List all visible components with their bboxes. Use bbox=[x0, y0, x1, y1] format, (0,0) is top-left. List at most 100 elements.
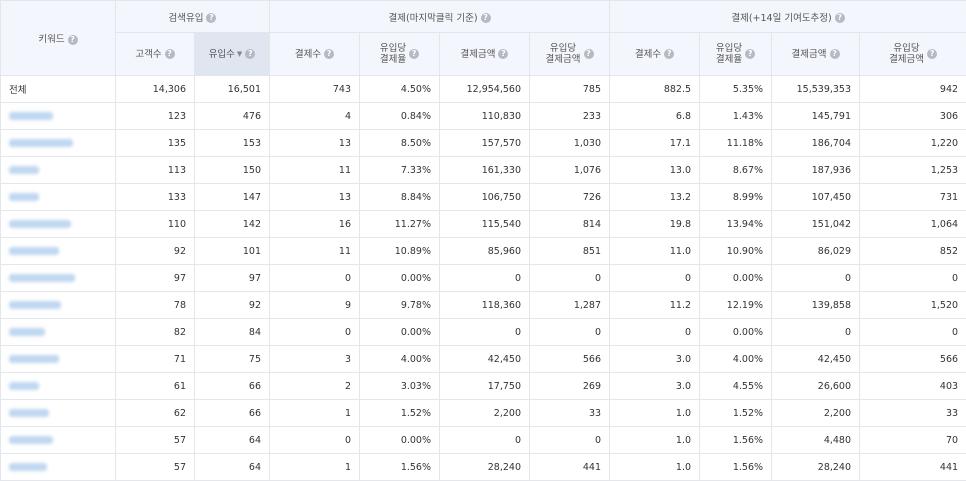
keyword-cell[interactable] bbox=[1, 454, 116, 481]
value-cell: 4.55% bbox=[700, 373, 772, 400]
value-cell: 9 bbox=[270, 292, 360, 319]
redacted-keyword[interactable] bbox=[9, 436, 53, 444]
redacted-keyword[interactable] bbox=[9, 274, 75, 282]
amount-column-header[interactable]: 결제금액? bbox=[440, 33, 530, 76]
conversion-rate-header-line1: 유입당 bbox=[380, 43, 406, 54]
amount-per-inflow-header-line2: 결제금액 bbox=[546, 54, 581, 65]
keyword-cell[interactable] bbox=[1, 157, 116, 184]
keyword-cell[interactable] bbox=[1, 130, 116, 157]
value-cell: 851 bbox=[530, 238, 610, 265]
value-cell: 1,030 bbox=[530, 130, 610, 157]
help-icon[interactable]: ? bbox=[835, 13, 845, 23]
keyword-cell[interactable] bbox=[1, 103, 116, 130]
redacted-keyword[interactable] bbox=[9, 463, 47, 471]
help-icon[interactable]: ? bbox=[68, 35, 78, 45]
value-cell: 1.0 bbox=[610, 400, 700, 427]
value-cell: 2 bbox=[270, 373, 360, 400]
payments-column-header[interactable]: 결제수? bbox=[270, 33, 360, 76]
contribution-group-header: 결제(+14일 기여도추정)? bbox=[610, 1, 966, 33]
value-cell: 97 bbox=[116, 265, 195, 292]
help-icon[interactable]: ? bbox=[498, 49, 508, 59]
redacted-keyword[interactable] bbox=[9, 112, 53, 120]
redacted-keyword[interactable] bbox=[9, 382, 39, 390]
total-row: 전체 14,306 16,501 743 4.50% 12,954,560 78… bbox=[1, 76, 966, 103]
value-cell: 113 bbox=[116, 157, 195, 184]
value-cell: 1 bbox=[270, 454, 360, 481]
value-cell: 4,480 bbox=[772, 427, 860, 454]
value-cell: 62 bbox=[116, 400, 195, 427]
help-icon[interactable]: ? bbox=[324, 49, 334, 59]
value-cell: 6.8 bbox=[610, 103, 700, 130]
keyword-cell[interactable] bbox=[1, 346, 116, 373]
value-cell: 4.00% bbox=[360, 346, 440, 373]
redacted-keyword[interactable] bbox=[9, 247, 59, 255]
value-cell: 0 bbox=[270, 427, 360, 454]
value-cell: 441 bbox=[530, 454, 610, 481]
keyword-cell[interactable] bbox=[1, 238, 116, 265]
value-cell: 566 bbox=[530, 346, 610, 373]
redacted-keyword[interactable] bbox=[9, 166, 39, 174]
total-cell: 5.35% bbox=[700, 76, 772, 103]
redacted-keyword[interactable] bbox=[9, 409, 49, 417]
help-icon[interactable]: ? bbox=[584, 49, 594, 59]
contrib-payments-column-header[interactable]: 결제수? bbox=[610, 33, 700, 76]
value-cell: 1.0 bbox=[610, 454, 700, 481]
help-icon[interactable]: ? bbox=[409, 49, 419, 59]
value-cell: 0 bbox=[270, 265, 360, 292]
value-cell: 133 bbox=[116, 184, 195, 211]
value-cell: 0 bbox=[772, 319, 860, 346]
customers-column-header[interactable]: 고객수? bbox=[116, 33, 195, 76]
redacted-keyword[interactable] bbox=[9, 328, 45, 336]
value-cell: 0 bbox=[610, 319, 700, 346]
value-cell: 150 bbox=[195, 157, 270, 184]
total-cell: 16,501 bbox=[195, 76, 270, 103]
redacted-keyword[interactable] bbox=[9, 139, 73, 147]
value-cell: 1.52% bbox=[360, 400, 440, 427]
keyword-cell[interactable] bbox=[1, 265, 116, 292]
value-cell: 13 bbox=[270, 130, 360, 157]
keyword-cell[interactable] bbox=[1, 319, 116, 346]
redacted-keyword[interactable] bbox=[9, 220, 71, 228]
value-cell: 11 bbox=[270, 157, 360, 184]
redacted-keyword[interactable] bbox=[9, 355, 59, 363]
value-cell: 269 bbox=[530, 373, 610, 400]
keyword-header-label: 키워드 bbox=[38, 34, 64, 45]
total-cell: 882.5 bbox=[610, 76, 700, 103]
help-icon[interactable]: ? bbox=[664, 49, 674, 59]
inflow-column-header-sorted[interactable]: 유입수▼? bbox=[195, 33, 270, 76]
keyword-cell[interactable] bbox=[1, 211, 116, 238]
help-icon[interactable]: ? bbox=[165, 49, 175, 59]
value-cell: 42,450 bbox=[772, 346, 860, 373]
keyword-cell[interactable] bbox=[1, 184, 116, 211]
help-icon[interactable]: ? bbox=[830, 49, 840, 59]
keyword-cell[interactable] bbox=[1, 427, 116, 454]
redacted-keyword[interactable] bbox=[9, 193, 39, 201]
keyword-cell[interactable] bbox=[1, 292, 116, 319]
total-cell: 12,954,560 bbox=[440, 76, 530, 103]
keyword-cell[interactable] bbox=[1, 400, 116, 427]
value-cell: 11.18% bbox=[700, 130, 772, 157]
help-icon[interactable]: ? bbox=[745, 49, 755, 59]
value-cell: 85,960 bbox=[440, 238, 530, 265]
keyword-cell[interactable] bbox=[1, 373, 116, 400]
help-icon[interactable]: ? bbox=[481, 13, 491, 23]
contrib-payments-header-label: 결제수 bbox=[635, 49, 661, 60]
help-icon[interactable]: ? bbox=[245, 49, 255, 59]
redacted-keyword[interactable] bbox=[9, 301, 61, 309]
payments-header-label: 결제수 bbox=[295, 49, 321, 60]
value-cell: 0 bbox=[270, 319, 360, 346]
value-cell: 64 bbox=[195, 427, 270, 454]
help-icon[interactable]: ? bbox=[927, 49, 937, 59]
total-cell: 4.50% bbox=[360, 76, 440, 103]
help-icon[interactable]: ? bbox=[206, 13, 216, 23]
value-cell: 33 bbox=[860, 400, 966, 427]
contrib-amount-column-header[interactable]: 결제금액? bbox=[772, 33, 860, 76]
